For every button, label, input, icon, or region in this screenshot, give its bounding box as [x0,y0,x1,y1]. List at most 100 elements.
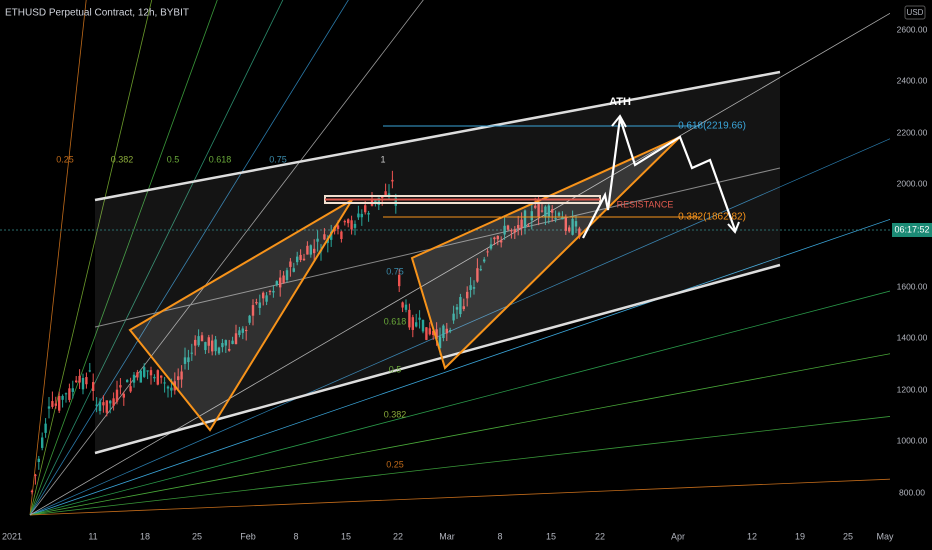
candle-body [75,380,78,383]
arrow-head [727,221,740,234]
fan-line [29,0,153,516]
candle-body [126,379,129,383]
candle-body [360,213,363,218]
unit-label: USD [907,8,924,17]
fan-line [29,411,932,516]
candle-body [411,317,414,330]
candle-body [462,306,465,310]
fan-label: 0.75 [269,154,287,164]
projection-arrow [582,117,737,239]
candle-body [170,387,173,391]
candle-body [30,490,34,493]
candle-body [374,199,377,202]
time-label: 12 [747,531,757,541]
fan-line [29,0,424,516]
current-price: 06:17:52 [894,224,929,234]
candle-body [496,235,499,240]
candle-body [78,375,81,383]
candle-body [479,269,482,271]
time-label: 11 [88,531,97,541]
candle-body [285,270,289,280]
axes: 0.25 0.382 0.5 0.618 0.75 1 0.75 0.618 0.5 0.382 0… [2,24,928,541]
candle-body [34,474,37,476]
candle-body [258,302,261,308]
candle-body [520,219,523,229]
candle-body [105,400,108,413]
candle-body [160,375,163,378]
candle-body [421,319,425,332]
candle-body [476,268,479,282]
candle-body [265,295,268,302]
candle-body [146,370,149,372]
candle-body [217,347,221,354]
candle-body [115,389,119,402]
fan-label: 0.618 [209,154,232,164]
candle-body [289,261,292,267]
fib-label: 0.382(1862.82) [678,212,746,223]
candle-body [41,437,44,448]
candle-body [71,388,74,392]
resistance-label: RESISTANCE [617,199,674,209]
fan-label: 0.5 [389,364,402,374]
candle-body [367,212,370,215]
fan-line [29,279,932,516]
candle-body [387,193,391,197]
pattern-triangle [410,136,681,370]
fan-line [29,0,284,516]
price-label: 2000.00 [897,178,928,188]
candle-body [506,225,510,230]
candle-body [292,268,295,272]
candle-body [44,423,47,433]
candle-body [408,309,411,328]
fan-label: 0.25 [56,154,74,164]
candle-body [183,357,187,364]
price-label: 2400.00 [897,75,928,85]
candle-body [330,231,333,240]
candle-body [561,217,564,220]
pattern-triangle [128,199,353,432]
candle-body [149,370,153,376]
fan-label: 1 [380,154,385,164]
candle-body [47,406,51,409]
time-label: 25 [843,531,853,541]
channel-fill [95,72,780,453]
candle-body [554,218,557,220]
candle-body [574,221,578,227]
fan-line [29,0,87,516]
candle-body [88,370,91,372]
unit-box [904,5,926,20]
candle-body [163,382,166,384]
candle-body [228,348,231,351]
candle-body [156,370,159,385]
time-label: 22 [393,531,403,541]
candle-body [489,244,493,249]
fan-label: 0.25 [386,459,404,469]
candle-body [309,245,312,255]
candle-body [551,209,554,213]
candle-body [54,403,57,406]
candle-body [279,277,282,288]
candle-body [313,248,316,254]
time-label: Mar [439,531,455,541]
candle-body [394,197,397,206]
candle-body [404,304,408,310]
candle-body [268,291,272,293]
candle-body [377,197,380,206]
fan-line [29,204,932,516]
candle-body [568,227,571,232]
candle-body [102,402,105,406]
candle-body [296,256,299,263]
candle-body [503,225,506,235]
time-label: 8 [293,531,298,541]
fan-line [29,0,914,516]
candle-body [194,339,197,346]
current-price-tag [892,223,932,237]
candle-body [513,229,516,233]
candle-body [432,331,435,336]
candle-body [459,297,462,315]
candle-body [187,357,190,363]
fan-line [29,345,932,516]
candle-body [340,231,343,239]
price-label: 2600.00 [897,24,928,34]
